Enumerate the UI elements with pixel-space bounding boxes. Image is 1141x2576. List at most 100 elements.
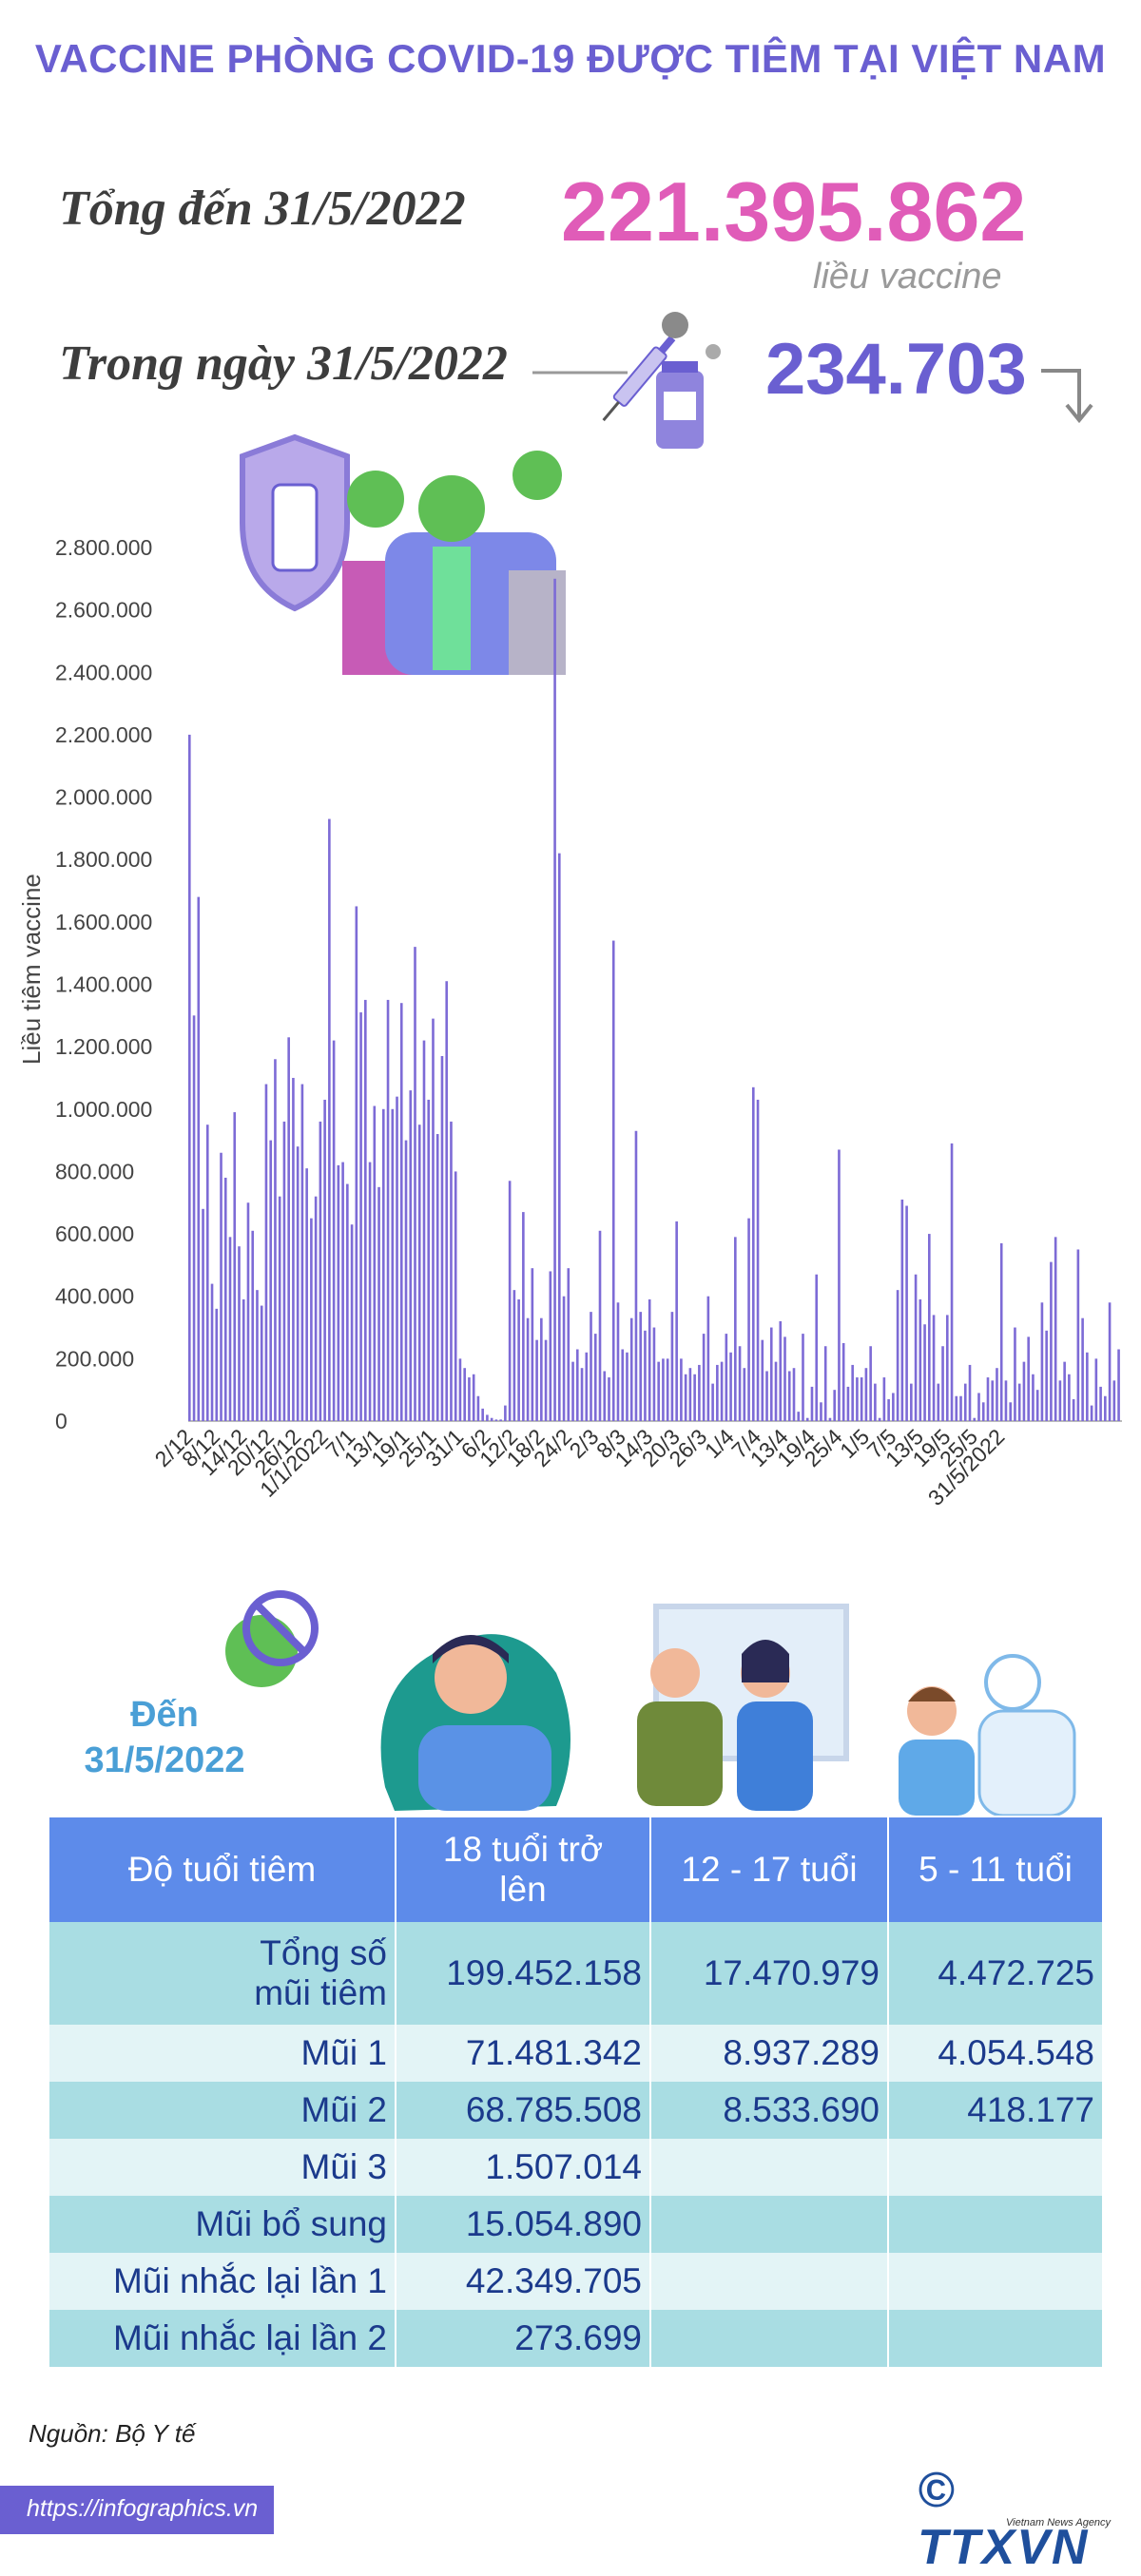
y-tick-label: 600.000 [55,1221,134,1246]
bar [797,1412,801,1421]
source-note: Nguồn: Bộ Y tế [29,2419,196,2448]
bar [1045,1330,1048,1421]
bar [1050,1261,1053,1421]
bar [328,818,331,1421]
cell-12-17 [650,2139,889,2196]
day-label: Trong ngày 31/5/2022 [59,336,508,391]
bar [1076,1249,1080,1421]
table-row: Mũi nhắc lại lần 1 42.349.705 [49,2253,1104,2310]
bar [914,1274,918,1421]
bar [823,1346,827,1421]
to-date-line1: Đến [130,1695,199,1735]
y-tick-label: 800.000 [55,1159,134,1183]
bar [256,1290,259,1421]
bar [616,1302,620,1421]
table-row: Mũi 2 68.785.508 8.533.690 418.177 [49,2082,1104,2139]
row-label: Mũi nhắc lại lần 1 [49,2253,396,2310]
y-tick-label: 1.800.000 [55,847,152,872]
bar [472,1374,475,1421]
bar [269,1140,273,1421]
bar [445,981,449,1421]
bar [282,1121,286,1421]
bar [802,1334,804,1421]
bar [260,1305,263,1421]
bar [716,1364,719,1421]
bar [522,1212,525,1421]
bar [805,1417,809,1421]
row-label: Mũi nhắc lại lần 2 [49,2310,396,2367]
bar [481,1408,484,1421]
bar [540,1317,543,1421]
bar [666,1358,669,1421]
bar [991,1380,995,1421]
bar [670,1312,674,1421]
header-age-group: Độ tuổi tiêm [49,1817,396,1922]
bar [869,1346,872,1421]
cell-12-17: 8.937.289 [650,2025,889,2082]
bar [937,1383,940,1421]
bar [422,1040,426,1421]
bar [923,1324,926,1421]
bar [787,1371,791,1421]
vaccination-table: Độ tuổi tiêm 18 tuổi trở lên 12 - 17 tuổ… [49,1817,1104,2367]
bar [629,1317,633,1421]
bar [846,1386,850,1421]
bar [769,1327,773,1421]
bar [860,1377,863,1421]
bar [820,1402,822,1421]
bar [440,1055,444,1421]
bar [1032,1374,1035,1421]
bar [575,1349,579,1421]
cell-5-11: 418.177 [888,2082,1104,2139]
cell-5-11 [888,2139,1104,2196]
cell-18-plus: 42.349.705 [396,2253,651,2310]
ttxvn-logo-subtitle: Vietnam News Agency [1006,2517,1112,2528]
bar [743,1368,746,1421]
cell-5-11: 4.054.548 [888,2025,1104,2082]
site-link[interactable]: https://infographics.vn [27,2495,259,2522]
header-18-plus: 18 tuổi trở lên [396,1817,651,1922]
bar [223,1177,227,1421]
bar [205,1125,209,1421]
bar [386,999,390,1421]
bar [774,1361,778,1421]
bar [738,1346,742,1421]
y-tick-label: 2.200.000 [55,722,152,747]
bar [558,853,561,1421]
bar [310,1218,313,1421]
bar [698,1364,701,1421]
bar [680,1358,683,1421]
cell-12-17 [650,2253,889,2310]
cell-18-plus: 273.699 [396,2310,651,2367]
bar [292,1077,295,1421]
bar [968,1364,972,1421]
bar [590,1312,592,1421]
bar [409,1090,413,1421]
bar [562,1296,566,1421]
bar [364,999,367,1421]
bar [725,1334,728,1421]
bar [319,1121,322,1421]
bar [1035,1390,1039,1421]
cell-18-plus: 68.785.508 [396,2082,651,2139]
bar [981,1402,985,1421]
bar [549,1271,552,1421]
bar [192,1015,196,1421]
row-label: Mũi 3 [49,2139,396,2196]
bar [720,1361,724,1421]
bar [355,906,358,1421]
bar [684,1374,687,1421]
row-label: Tổng số mũi tiêm [49,1922,396,2025]
bar [251,1230,255,1421]
y-tick-label: 2.000.000 [55,785,152,810]
virus-prohibited-icon [225,1590,319,1687]
bar [1081,1317,1084,1421]
bar [404,1140,408,1421]
bar [792,1368,796,1421]
bar [734,1237,737,1421]
bar [188,734,191,1421]
nurse-vaccinating-illustration [637,1604,849,1811]
bar [476,1395,480,1421]
bar [878,1417,881,1421]
bar [341,1162,344,1421]
